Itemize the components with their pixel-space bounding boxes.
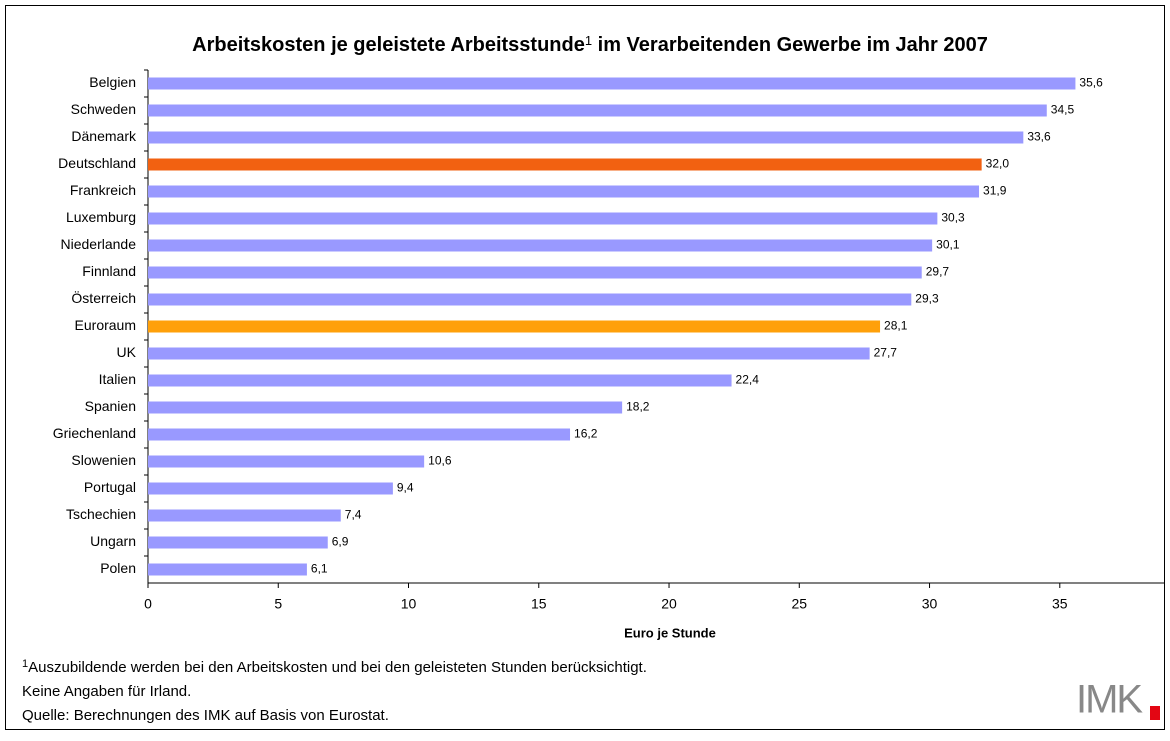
value-label: 10,6 [428,454,452,468]
value-label: 30,1 [936,238,960,252]
y-tick-label: Spanien [85,398,136,414]
y-tick-label: Österreich [71,289,136,306]
chart-title: Arbeitskosten je geleistete Arbeitsstund… [192,33,988,56]
y-tick-label: Ungarn [90,533,136,549]
x-tick-label: 15 [531,596,547,612]
value-label: 33,6 [1027,130,1051,144]
bar [148,509,341,522]
footnote-mark: 1 [22,658,28,670]
y-tick-label: Dänemark [71,128,137,144]
y-tick-label: Schweden [71,101,136,117]
value-label: 35,6 [1079,76,1103,90]
x-tick-label: 0 [144,596,152,612]
bar [148,374,732,387]
value-label: 31,9 [983,184,1007,198]
value-label: 22,4 [736,373,760,387]
value-label: 34,5 [1051,103,1075,117]
y-tick-label: Finnland [82,263,136,279]
value-label: 29,3 [915,292,939,306]
bar [148,428,571,441]
value-label: 28,1 [884,319,908,333]
x-axis-label: Euro je Stunde [624,625,716,640]
logo: IMK [1076,678,1143,722]
frame [5,5,1165,730]
y-tick-label: Slowenien [71,452,136,468]
x-tick-label: 10 [401,596,417,612]
y-tick-label: Deutschland [58,155,136,171]
y-tick-label: Frankreich [70,182,136,198]
bar [148,455,425,468]
value-label: 29,7 [926,265,950,279]
logo-mark [1150,706,1160,720]
y-tick-label: Niederlande [61,236,137,252]
value-label: 6,9 [332,535,349,549]
value-label: 32,0 [986,157,1010,171]
bar [148,104,1047,117]
title-footnote-mark: 1 [585,33,592,48]
bar [148,320,881,333]
value-label: 27,7 [874,346,898,360]
value-label: 7,4 [345,508,362,522]
bar [148,401,623,414]
y-tick-label: Polen [100,560,136,576]
value-label: 16,2 [574,427,598,441]
y-tick-label: Griechenland [53,425,136,441]
x-tick-label: 30 [922,596,938,612]
footnote: Keine Angaben für Irland. [22,683,191,700]
x-tick-label: 25 [791,596,807,612]
bar [148,347,870,360]
bar [148,482,393,495]
bar [148,158,982,171]
y-tick-label: Tschechien [66,506,136,522]
footnote-text: Auszubildende werden bei den Arbeitskost… [28,659,647,676]
bar [148,536,328,549]
value-label: 30,3 [941,211,965,225]
x-tick-label: 20 [661,596,677,612]
title-part: Arbeitskosten je geleistete Arbeitsstund… [192,34,585,56]
y-tick-label: Belgien [89,74,136,90]
y-tick-label: Italien [99,371,136,387]
bar [148,293,912,306]
bar [148,131,1024,144]
value-label: 9,4 [397,481,414,495]
y-tick-label: Portugal [84,479,136,495]
y-tick-label: Luxemburg [66,209,136,225]
y-tick-label: UK [117,344,137,360]
footnote: 1Auszubildende werden bei den Arbeitskos… [22,658,647,676]
bar [148,212,938,225]
x-tick-label: 5 [274,596,282,612]
bar [148,266,922,279]
x-tick-label: 35 [1052,596,1068,612]
value-label: 18,2 [626,400,650,414]
bar [148,77,1076,90]
bar [148,239,933,252]
value-label: 6,1 [311,562,328,576]
source: Quelle: Berechnungen des IMK auf Basis v… [22,707,389,724]
bar [148,563,307,576]
bar [148,185,980,198]
title-part: im Verarbeitenden Gewerbe im Jahr 2007 [592,34,988,56]
y-tick-label: Euroraum [75,317,136,333]
